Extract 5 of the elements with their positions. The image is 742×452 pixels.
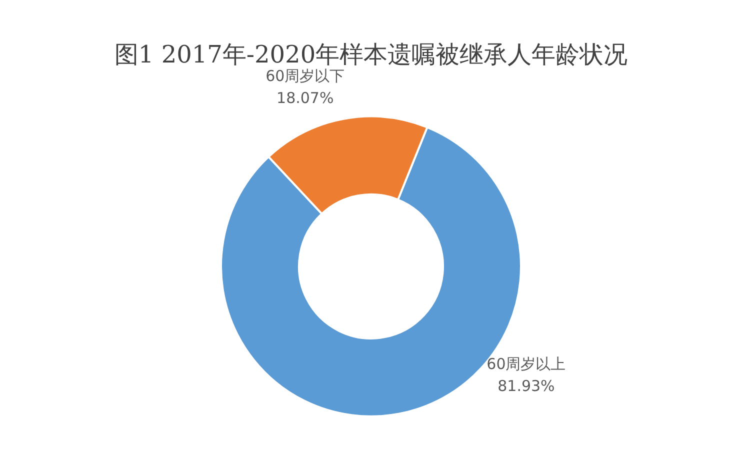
slice-label: 60周岁以下 (266, 67, 345, 86)
data-label: 18.07% (276, 89, 334, 108)
slice-label: 60周岁以上 (486, 354, 566, 373)
data-label: 81.93% (498, 376, 555, 395)
chart-title: 图1 2017年-2020年样本遗嘱被继承人年龄状况 (114, 40, 628, 69)
